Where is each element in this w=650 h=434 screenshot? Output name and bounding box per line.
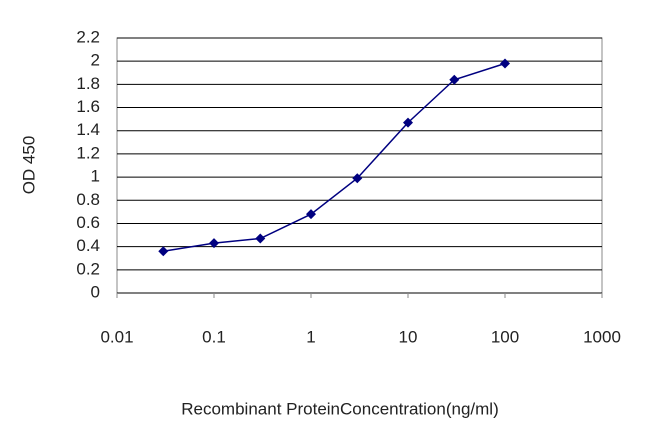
data-line: [163, 62, 506, 253]
y-tick-label: 1.2: [76, 143, 100, 162]
y-tick-label: 0: [91, 282, 100, 301]
data-point: [352, 173, 363, 184]
y-tick-label: 0.8: [76, 190, 100, 209]
y-tick-label: 1.4: [76, 120, 100, 139]
data-point: [500, 58, 510, 69]
y-tick-label: 2: [91, 51, 100, 70]
x-tick-label: 10: [399, 327, 418, 346]
x-tick-label: 1000: [583, 327, 621, 346]
data-point: [449, 74, 460, 85]
data-point: [403, 117, 413, 128]
x-tick-label: 0.1: [202, 327, 226, 346]
y-axis-label: OD 450: [19, 136, 38, 195]
x-tick-label: 0.01: [100, 327, 133, 346]
y-tick-label: 1.6: [76, 97, 100, 116]
x-tick-label: 100: [491, 327, 519, 346]
x-axis-label: Recombinant ProteinConcentration(ng/ml): [181, 399, 499, 418]
y-tick-label: 1.8: [76, 74, 100, 93]
data-point: [158, 246, 169, 257]
data-point: [209, 238, 219, 249]
y-tick-label: 1: [91, 167, 100, 186]
data-point: [255, 233, 266, 244]
y-tick-label: 2.2: [76, 27, 100, 46]
x-tick-label: 1: [306, 327, 315, 346]
y-tick-label: 0.2: [76, 259, 100, 278]
plot-area: [116, 37, 603, 294]
y-tick-label: 0.4: [76, 236, 100, 255]
y-tick-label: 0.6: [76, 213, 100, 232]
data-point: [306, 209, 316, 220]
